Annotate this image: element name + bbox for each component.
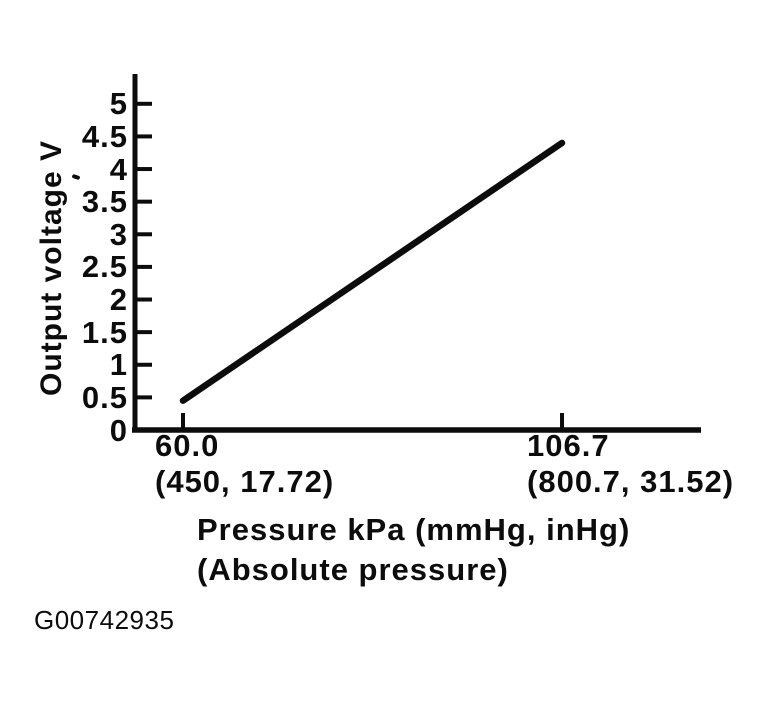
y-tick-label: 2.5: [81, 249, 128, 285]
y-tick-label: 4.5: [81, 118, 128, 154]
y-tick-label: 1: [109, 347, 128, 383]
y-tick-label: 4: [109, 151, 128, 187]
data-line: [179, 139, 566, 404]
y-tick-label: 3.5: [81, 184, 128, 220]
x-axis-title-line2: (Absolute pressure): [197, 552, 509, 587]
x-tick-label: 106.7: [527, 428, 610, 463]
y-tick-label: 5: [109, 86, 128, 122]
x-tick-block: 60.0 (450, 17.72): [155, 429, 334, 498]
y-tick-label: 1.5: [81, 314, 128, 350]
y-tick-label: 0.5: [81, 379, 128, 415]
x-axis-title-line1: Pressure kPa (mmHg, inHg): [197, 512, 631, 547]
y-tick-label: 3: [109, 216, 128, 252]
x-tick-sublabel: (800.7, 31.52): [527, 464, 735, 499]
x-tick-block: 106.7 (800.7, 31.52): [527, 429, 734, 498]
y-tick-label: 2: [109, 282, 128, 318]
y-tick-label: 0: [109, 412, 128, 448]
y-axis-title: Output voltage V: [35, 140, 68, 396]
x-tick-label: 60.0: [155, 428, 220, 463]
x-tick-sublabel: (450, 17.72): [155, 464, 335, 499]
figure-code: G00742935: [34, 605, 175, 635]
